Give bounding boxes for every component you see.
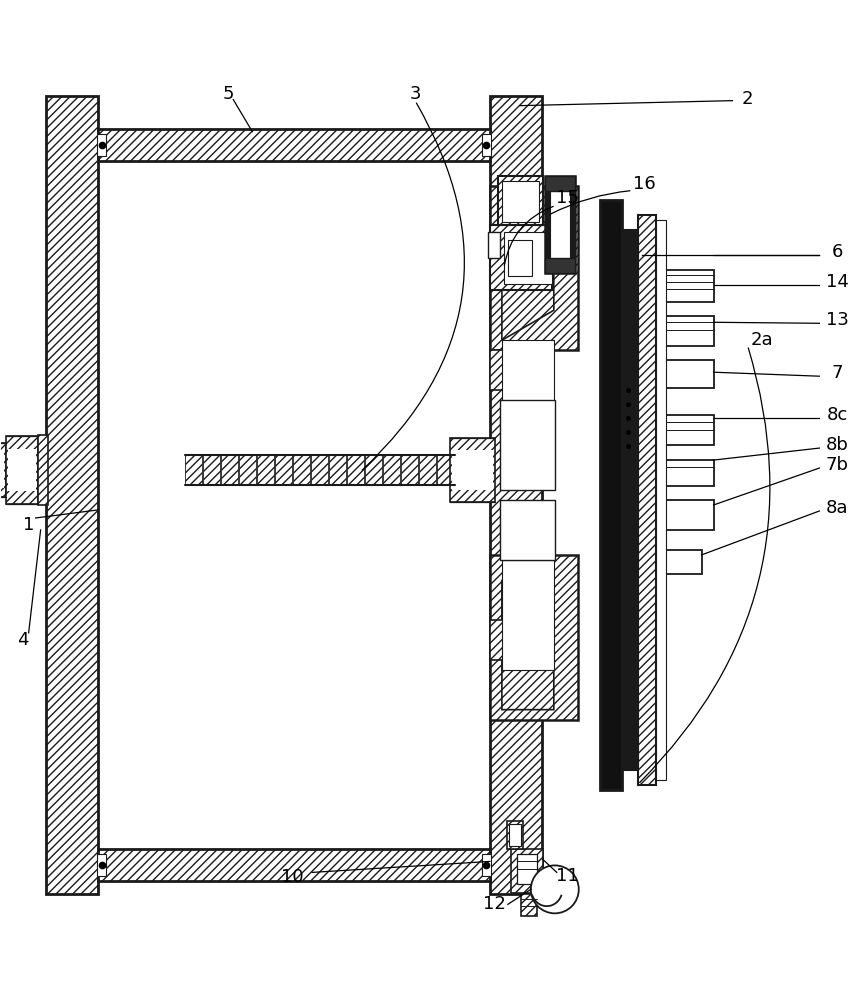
- Bar: [311, 455, 329, 485]
- Text: 10: 10: [281, 868, 304, 886]
- Bar: [482, 854, 491, 876]
- Bar: [293, 455, 310, 485]
- Bar: [450, 438, 494, 502]
- Bar: [500, 400, 555, 490]
- Text: 1: 1: [23, 516, 34, 534]
- Text: 7b: 7b: [826, 456, 849, 474]
- Text: 8a: 8a: [826, 499, 849, 517]
- Bar: [275, 455, 292, 485]
- Text: 5: 5: [223, 85, 234, 103]
- Bar: [509, 824, 521, 846]
- Bar: [504, 232, 552, 284]
- Bar: [500, 410, 525, 440]
- Bar: [498, 176, 543, 225]
- Bar: [502, 560, 554, 670]
- Bar: [490, 350, 528, 390]
- Bar: [347, 455, 364, 485]
- Bar: [329, 455, 346, 485]
- Bar: [203, 455, 220, 485]
- Bar: [521, 894, 537, 916]
- Bar: [482, 134, 491, 156]
- Bar: [6, 436, 38, 504]
- Bar: [666, 415, 714, 445]
- Bar: [366, 455, 382, 485]
- Bar: [666, 500, 714, 530]
- Bar: [0, 443, 6, 497]
- Text: 11: 11: [556, 867, 579, 885]
- Text: 6: 6: [832, 243, 843, 261]
- Bar: [488, 232, 500, 258]
- Bar: [490, 555, 578, 720]
- Text: 13: 13: [826, 311, 849, 329]
- Bar: [0, 452, 3, 488]
- Text: 12: 12: [483, 895, 507, 913]
- Bar: [545, 176, 574, 273]
- Text: 14: 14: [826, 273, 849, 291]
- Bar: [97, 129, 490, 161]
- Bar: [383, 455, 400, 485]
- Bar: [46, 96, 97, 894]
- Bar: [666, 270, 714, 302]
- Bar: [545, 176, 574, 191]
- Bar: [666, 316, 714, 346]
- Bar: [508, 240, 531, 276]
- Bar: [545, 258, 574, 273]
- Bar: [452, 450, 493, 490]
- Bar: [437, 455, 454, 485]
- Bar: [239, 455, 256, 485]
- Bar: [637, 215, 655, 785]
- Circle shape: [531, 865, 579, 913]
- Text: 16: 16: [633, 175, 656, 193]
- Text: 2: 2: [741, 90, 753, 108]
- Bar: [502, 340, 554, 455]
- Polygon shape: [502, 580, 554, 710]
- Bar: [511, 849, 543, 893]
- Text: 7: 7: [832, 364, 843, 382]
- Bar: [655, 220, 666, 780]
- Bar: [517, 854, 537, 884]
- Bar: [666, 550, 702, 574]
- Bar: [221, 455, 238, 485]
- Bar: [490, 186, 578, 350]
- Text: 8c: 8c: [826, 406, 848, 424]
- Polygon shape: [502, 210, 554, 340]
- Bar: [599, 200, 622, 790]
- Bar: [257, 455, 274, 485]
- Bar: [550, 181, 570, 268]
- Text: 15: 15: [556, 189, 580, 207]
- Bar: [490, 96, 542, 894]
- Text: 2a: 2a: [750, 331, 773, 349]
- Text: 3: 3: [409, 85, 421, 103]
- Bar: [186, 455, 202, 485]
- Bar: [500, 505, 525, 533]
- Bar: [38, 435, 47, 505]
- Bar: [490, 620, 528, 660]
- Bar: [96, 134, 106, 156]
- Bar: [490, 225, 552, 290]
- Bar: [97, 849, 490, 881]
- Text: 4: 4: [17, 631, 28, 649]
- Bar: [8, 449, 35, 491]
- Bar: [666, 360, 714, 388]
- Bar: [500, 500, 555, 560]
- Bar: [666, 460, 714, 486]
- Bar: [507, 821, 523, 849]
- Bar: [419, 455, 436, 485]
- Bar: [401, 455, 418, 485]
- Bar: [502, 181, 539, 222]
- Bar: [96, 854, 106, 876]
- Bar: [622, 230, 637, 770]
- Text: 8b: 8b: [826, 436, 849, 454]
